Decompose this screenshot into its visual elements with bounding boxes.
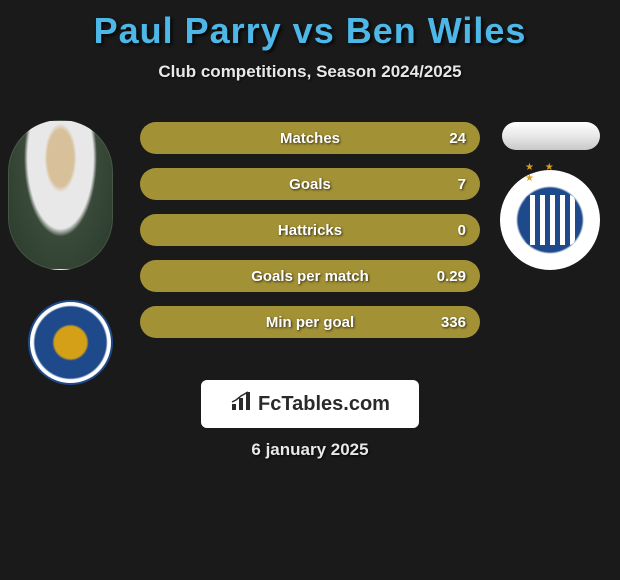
club-right-badge-inner <box>525 195 575 245</box>
watermark-text: FcTables.com <box>258 393 390 416</box>
player-left-photo <box>8 120 113 270</box>
stat-label: Min per goal <box>266 314 354 331</box>
stat-value: 7 <box>458 176 466 193</box>
stat-value: 0 <box>458 222 466 239</box>
stat-label: Hattricks <box>278 222 342 239</box>
subtitle: Club competitions, Season 2024/2025 <box>0 62 620 82</box>
watermark-badge: FcTables.com <box>201 380 419 428</box>
stat-value: 0.29 <box>437 268 466 285</box>
club-right-badge <box>500 170 600 270</box>
page-title: Paul Parry vs Ben Wiles <box>0 0 620 52</box>
stat-value: 336 <box>441 314 466 331</box>
date-label: 6 january 2025 <box>251 440 368 460</box>
stat-row-goals-per-match: Goals per match 0.29 <box>140 260 480 292</box>
stat-label: Matches <box>280 130 340 147</box>
stat-row-min-per-goal: Min per goal 336 <box>140 306 480 338</box>
stat-row-matches: Matches 24 <box>140 122 480 154</box>
stat-row-hattricks: Hattricks 0 <box>140 214 480 246</box>
chart-icon <box>230 390 252 418</box>
stat-label: Goals per match <box>251 268 369 285</box>
stat-label: Goals <box>289 176 331 193</box>
stats-container: Matches 24 Goals 7 Hattricks 0 Goals per… <box>140 122 480 352</box>
player-right-placeholder <box>502 122 600 150</box>
stat-row-goals: Goals 7 <box>140 168 480 200</box>
stat-value: 24 <box>449 130 466 147</box>
club-left-badge <box>28 300 113 385</box>
